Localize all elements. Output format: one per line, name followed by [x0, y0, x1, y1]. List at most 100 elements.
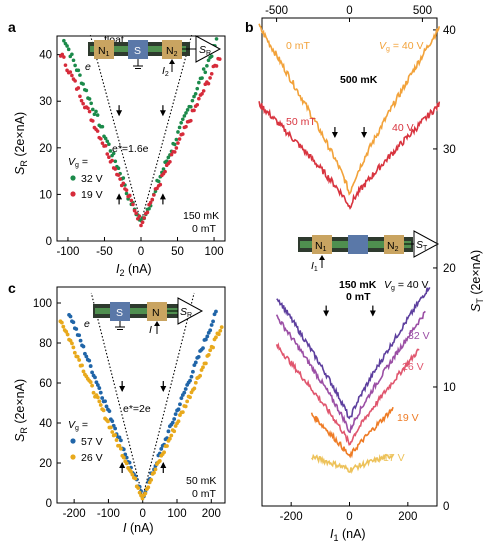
panel-c-point-57v — [68, 314, 73, 319]
panel-c-point-57v — [110, 419, 115, 424]
panel-c-ytick-label: 100 — [33, 298, 52, 310]
panel-a-point-19v — [169, 152, 174, 157]
panel-c-point-57v — [173, 412, 178, 417]
panel-a-point-19v — [214, 64, 219, 68]
panel-b-ylabel: ST (2e×nA) — [469, 250, 485, 312]
panel-c-point-26v — [71, 345, 76, 350]
panel-a-point-19v — [99, 137, 103, 141]
panel-a-point-32v — [209, 54, 214, 59]
panel-c-point-26v — [117, 443, 122, 448]
panel-c-point-57v — [127, 460, 132, 465]
panel-a-point-19v — [121, 181, 126, 186]
panel-c-point-57v — [211, 319, 215, 324]
panel-c-point-57v — [90, 370, 95, 375]
panel-a-point-19v — [131, 202, 135, 207]
panel-c-point-57v — [100, 396, 105, 400]
panel-letter-c: c — [8, 280, 16, 296]
panel-a-inset-sr-label: SR — [199, 44, 211, 57]
panel-a-point-32v — [113, 159, 118, 164]
panel-b-inset-n1-label: N1 — [315, 240, 327, 253]
panel-c-estar-label: e*=2e — [123, 403, 151, 415]
panel-a-point-19v — [150, 197, 155, 202]
panel-c-field-label: 0 mT — [192, 488, 217, 500]
panel-a-point-19v — [174, 146, 179, 150]
panel-c-point-26v — [169, 433, 174, 438]
panel-b-arrow-top-right — [361, 127, 368, 139]
panel-a-xtick-label: -50 — [96, 246, 113, 258]
panel-a-point-32v — [192, 94, 196, 99]
panel-a-point-32v — [89, 101, 93, 106]
panel-c-frame — [56, 286, 226, 504]
panel-a-legend: Vg = 32 V 19 V — [68, 156, 103, 201]
panel-a-point-19v — [79, 98, 84, 103]
panel-b-inset-n2 — [384, 235, 404, 254]
panel-c-inset-s-label: S — [116, 307, 123, 319]
panel-a-point-19v — [152, 193, 156, 197]
panel-c-point-57v — [176, 407, 181, 412]
panel-b-label-vg40-top: Vg = 40 V — [379, 40, 424, 53]
panel-c-point-57v — [170, 420, 175, 425]
panel-a-point-19v — [113, 167, 118, 171]
panel-c-point-57v — [88, 364, 93, 368]
panel-a-point-19v — [132, 208, 137, 213]
panel-c-point-26v — [98, 403, 103, 407]
panel-a-ytick-label: 30 — [39, 96, 52, 108]
panel-c-point-26v — [201, 365, 205, 370]
panel-c-point-26v — [70, 341, 74, 346]
panel-c-point-26v — [81, 369, 86, 374]
panel-c-ytick-label: 0 — [46, 498, 52, 510]
panel-c-point-57v — [121, 447, 126, 452]
panel-a-point-32v — [105, 139, 110, 144]
panel-c-point-57v — [178, 402, 182, 407]
panel-c-point-57v — [119, 438, 123, 443]
panel-c-dotted-e-line — [142, 292, 195, 498]
panel-a-ytick-label: 40 — [39, 50, 52, 62]
panel-b-bottom-title-2: 0 mT — [346, 291, 371, 303]
panel-a-xlabel: I2 (nA) — [116, 262, 152, 278]
panel-a-point-19v — [116, 173, 121, 177]
panel-c-point-26v — [139, 493, 143, 498]
panel-c-point-26v — [208, 348, 213, 353]
panel-c-xtick-label: 0 — [140, 508, 146, 520]
panel-b-label-50mt: 50 mT — [286, 116, 316, 128]
panel-c-point-57v — [188, 378, 192, 383]
panel-a-ytick-label: 0 — [46, 236, 52, 248]
panel-a-point-19v — [189, 118, 193, 123]
panel-a-point-32v — [116, 166, 121, 171]
panel-c-point-57v — [123, 452, 128, 457]
panel-a-point-32v — [174, 137, 179, 142]
panel-a-point-32v — [111, 151, 116, 156]
panel-a-point-19v — [103, 143, 108, 148]
panel-b-line-500mk-0mt — [258, 23, 441, 196]
panel-b-label-26v: 26 V — [402, 361, 424, 373]
panel-c-point-57v — [203, 337, 208, 342]
panel-a-field-label: 0 mT — [192, 223, 217, 235]
panel-c-point-57v — [71, 320, 76, 325]
panel-a-amplifier-icon — [182, 35, 222, 63]
panel-a-point-32v — [94, 109, 98, 114]
panel-c-dotted-e-line — [90, 292, 144, 498]
panel-a-inset-n2 — [162, 40, 182, 59]
panel-a-estar-label: e*=1.6e — [112, 143, 149, 155]
panel-c-point-57v — [159, 447, 164, 451]
panel-b-xlabel: I1 (nA) — [330, 527, 366, 543]
panel-a-point-32v — [185, 108, 190, 112]
panel-c-point-26v — [80, 363, 84, 368]
panel-c-point-57v — [95, 383, 100, 387]
panel-a-point-32v — [84, 88, 89, 93]
panel-a-point-19v — [124, 188, 129, 192]
panel-a-point-32v — [124, 191, 129, 196]
panel-b-bottom-title-1: 150 mK — [339, 279, 377, 291]
panel-b-chart: -200 0 200 0 10 20 30 40 -500 0 500 I1 (nA) ST (2e… — [258, 5, 485, 543]
panel-a-xtick-label: 0 — [138, 246, 144, 258]
panel-a-point-19v — [87, 109, 92, 114]
panel-a-point-32v — [197, 80, 201, 85]
panel-a-point-19v — [110, 158, 114, 163]
panel-c-point-26v — [97, 399, 102, 404]
panel-c-point-57v — [87, 358, 92, 363]
panel-c-xtick-label: 200 — [202, 508, 221, 520]
panel-a-point-19v — [155, 186, 159, 191]
panel-a-point-19v — [118, 177, 122, 181]
panel-a-ylabel: SR (2e×nA) — [13, 112, 29, 175]
panel-c-point-26v — [152, 470, 156, 475]
